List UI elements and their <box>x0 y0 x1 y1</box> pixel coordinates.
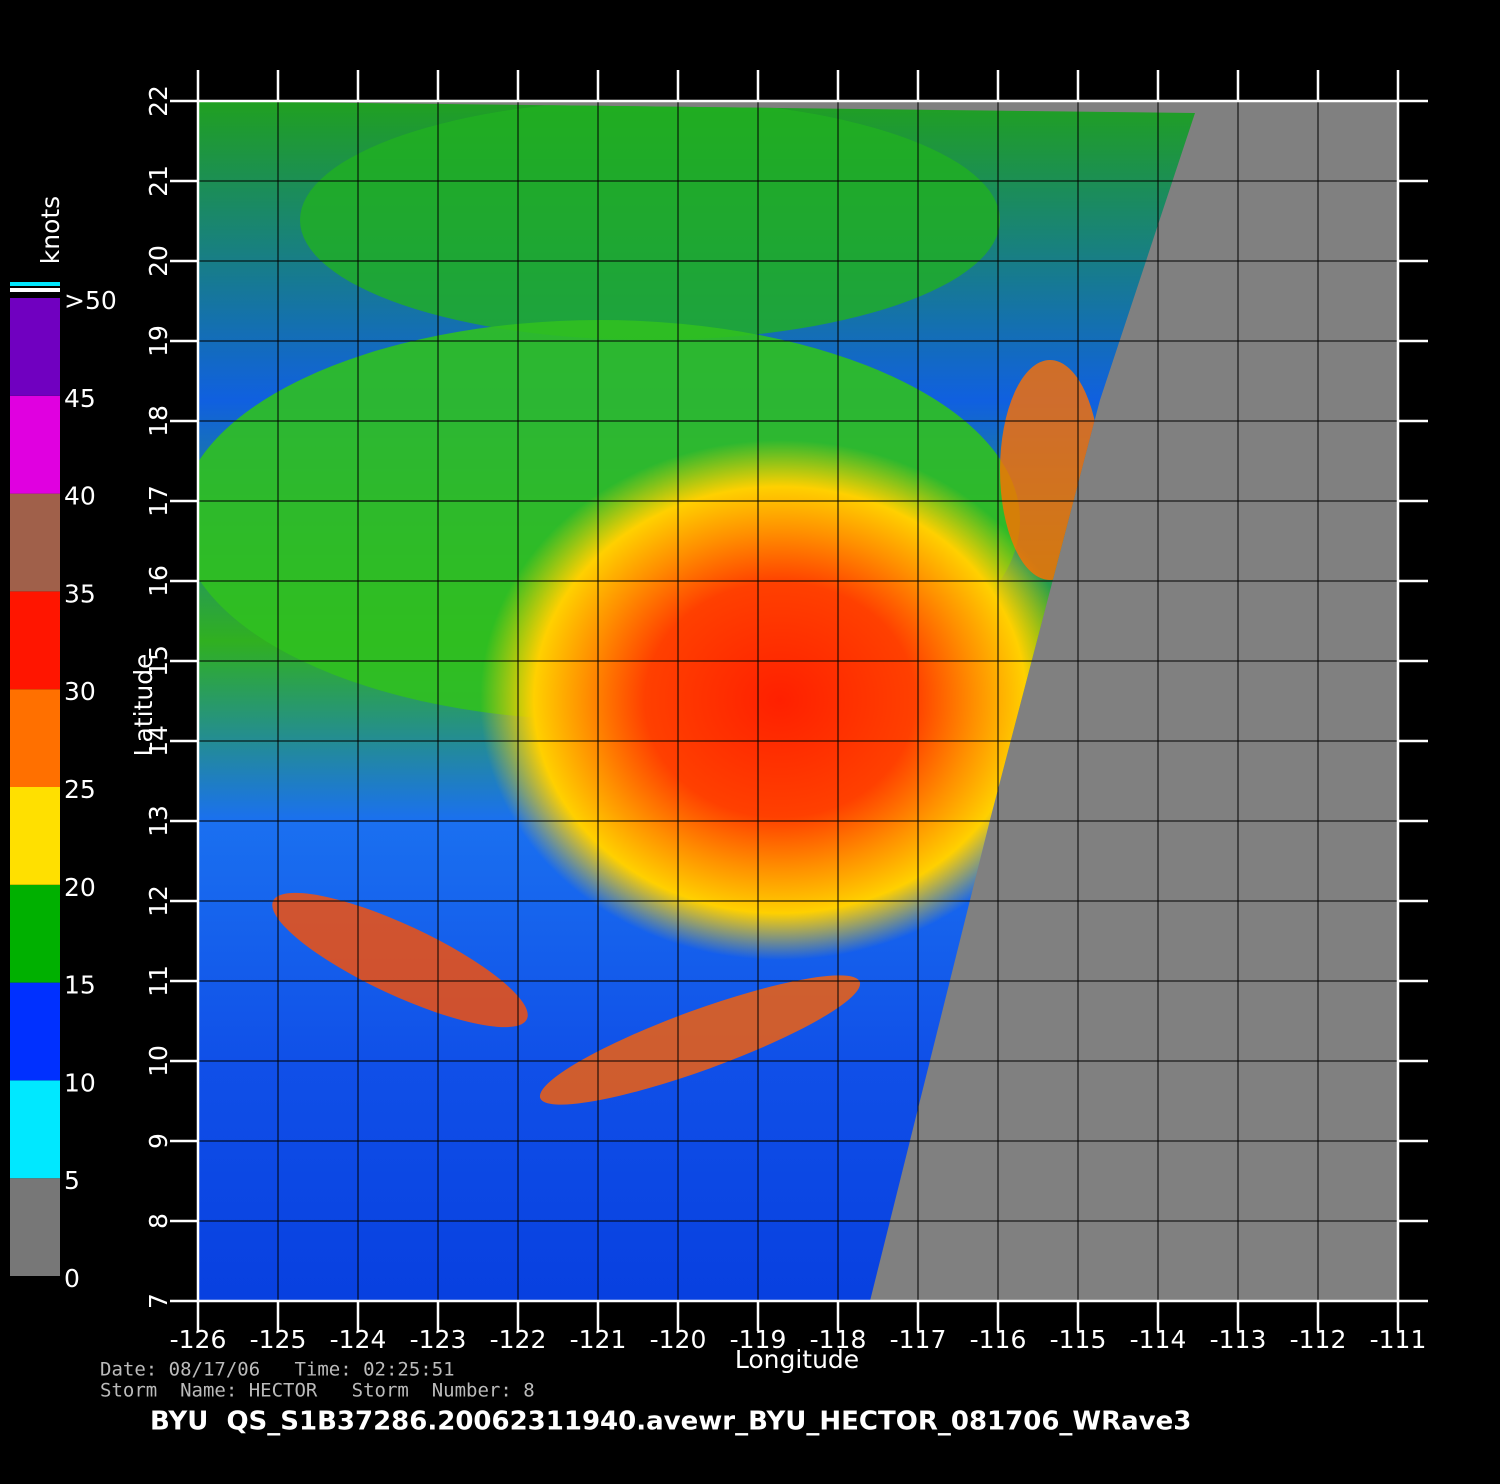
x-tick-label: -120 <box>650 1325 707 1354</box>
colorbar-label: 30 <box>64 677 96 706</box>
y-tick-label: 10 <box>144 1045 173 1077</box>
x-tick-label: -116 <box>970 1325 1027 1354</box>
rain-band <box>272 892 528 1028</box>
colorbar-label: >50 <box>64 286 117 315</box>
y-tick-label: 13 <box>144 805 173 837</box>
x-tick-label: -112 <box>1290 1325 1347 1354</box>
x-tick-label: -114 <box>1130 1325 1187 1354</box>
grid: -126 -125 -124 -123 -122 -121 -120 -119 -118 -117… <box>144 70 1428 1354</box>
colorbar-label: 5 <box>64 1166 80 1195</box>
x-tick-label: -118 <box>810 1325 867 1354</box>
colorbar-label: 40 <box>64 482 96 511</box>
plot-frame <box>196 99 1400 1303</box>
storm-core <box>480 440 1080 960</box>
x-axis-label: Longitude <box>735 1345 859 1374</box>
colorbar-segment <box>10 1178 60 1276</box>
colorbar-label: 25 <box>64 775 96 804</box>
x-tick-label: -113 <box>1210 1325 1267 1354</box>
y-tick-label: 20 <box>144 245 173 277</box>
colorbar-title: knots <box>36 196 65 264</box>
colorbar-label: 15 <box>64 971 96 1000</box>
storm-line: Storm Name: HECTOR Storm Number: 8 <box>100 1380 535 1402</box>
y-tick-label: 22 <box>144 85 173 117</box>
colorbar-segment <box>10 787 60 885</box>
rain-band <box>539 975 861 1105</box>
colorbar-segment <box>10 395 60 494</box>
colorbar-segment <box>10 493 60 592</box>
x-tick-label: -124 <box>330 1325 387 1354</box>
y-tick-label: 11 <box>144 965 173 997</box>
x-tick-label: -115 <box>1050 1325 1107 1354</box>
y-tick-label: 7 <box>144 1293 173 1309</box>
swath-band <box>300 101 1000 340</box>
x-tick-label: -111 <box>1370 1325 1427 1354</box>
x-tick-label: -119 <box>730 1325 787 1354</box>
colorbar-label: 0 <box>64 1264 80 1293</box>
colorbar-segment <box>10 1080 60 1179</box>
x-tick-label: -125 <box>250 1325 307 1354</box>
colorbar-segment <box>10 591 60 690</box>
y-tick-label: 17 <box>144 485 173 517</box>
y-tick-label: 8 <box>144 1213 173 1229</box>
x-tick-label: -123 <box>410 1325 467 1354</box>
colorbar-segment <box>10 298 60 396</box>
colorbar-label: 10 <box>64 1068 96 1097</box>
date-line: Date: 08/17/06 Time: 02:25:51 <box>100 1359 455 1381</box>
x-tick-label: -122 <box>490 1325 547 1354</box>
colorbar-cap <box>10 288 60 292</box>
y-tick-label: 12 <box>144 885 173 917</box>
y-tick-label: 15 <box>144 645 173 677</box>
colorbar-segment <box>10 689 60 787</box>
y-tick-label: 9 <box>144 1133 173 1149</box>
colorbar-label: 35 <box>64 579 96 608</box>
y-axis-label: Latitude <box>129 654 158 757</box>
y-tick-label: 18 <box>144 405 173 437</box>
x-tick-label: -121 <box>570 1325 627 1354</box>
colorbar-segment <box>10 884 60 983</box>
colorbar-segment <box>10 982 60 1081</box>
y-tick-label: 21 <box>144 165 173 197</box>
y-tick-label: 19 <box>144 325 173 357</box>
y-tick-label: 14 <box>144 725 173 757</box>
colorbar-label: 20 <box>64 873 96 902</box>
y-tick-label: 16 <box>144 565 173 597</box>
x-tick-label: -126 <box>170 1325 227 1354</box>
colorbar-cap <box>10 282 60 286</box>
colorbar-label: 45 <box>64 384 96 413</box>
file-title: BYU QS_S1B37286.20062311940.avewr_BYU_HE… <box>150 1407 1191 1437</box>
x-tick-label: -117 <box>890 1325 947 1354</box>
